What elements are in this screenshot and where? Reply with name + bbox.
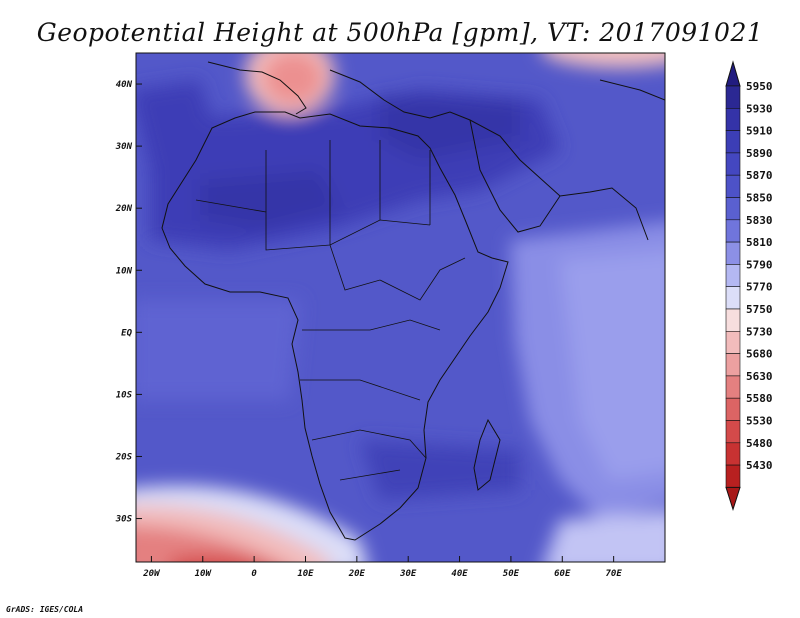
- lon-tick-label: 0: [251, 569, 257, 579]
- height-field: [136, 53, 665, 562]
- colorbar-swatch: [725, 308, 741, 332]
- borders: [195, 140, 466, 481]
- lon-tick-label: 20W: [142, 569, 161, 579]
- colorbar-label: 5890: [746, 147, 773, 160]
- colorbar-swatch: [725, 85, 741, 109]
- colorbar-swatch: [725, 130, 741, 154]
- colorbar-swatch: [725, 219, 741, 243]
- colorbar-label: 5730: [746, 325, 773, 338]
- lat-tick-label: 20S: [115, 452, 133, 462]
- colorbar-label: 5770: [746, 281, 773, 294]
- colorbar-label: 5850: [746, 192, 773, 205]
- colorbar-label: 5790: [746, 258, 773, 271]
- colorbar-swatch: [725, 353, 741, 377]
- colorbar-label: 5480: [746, 437, 773, 450]
- colorbar-label: 5810: [746, 236, 773, 249]
- latitude-axis: 40N 30N 20N 10N EQ 10S 20S 30S: [115, 80, 142, 525]
- colorbar-top-arrow: [725, 60, 741, 87]
- colorbar-swatch: [725, 152, 741, 176]
- colorbar-swatch: [725, 108, 741, 131]
- credit-label: GrADS: IGES/COLA: [6, 605, 84, 614]
- lon-tick-label: 70E: [606, 569, 623, 579]
- colorbar: 5950 5930 5910 5890 5870 5850 5830 5810 5790 5770…: [725, 60, 773, 512]
- colorbar-swatch: [725, 197, 741, 221]
- colorbar-label: 5630: [746, 370, 773, 383]
- lon-tick-label: 50E: [503, 569, 520, 579]
- colorbar-label: 5930: [746, 102, 773, 115]
- lon-tick-label: 10E: [297, 569, 314, 579]
- lat-tick-label: EQ: [121, 328, 132, 338]
- colorbar-swatch: [725, 397, 741, 421]
- colorbar-label: 5530: [746, 415, 773, 428]
- lon-tick-label: 10W: [195, 569, 213, 579]
- colorbar-label: 5830: [746, 214, 773, 227]
- colorbar-bottom-arrow: [725, 486, 741, 512]
- colorbar-swatch: [725, 286, 741, 310]
- colorbar-swatch: [725, 420, 741, 444]
- plot-frame: [135, 52, 666, 563]
- map-title: Geopotential Height at 500hPa [gpm], VT:…: [36, 18, 764, 47]
- colorbar-label: 5870: [746, 169, 773, 182]
- lon-tick-label: 30E: [399, 569, 417, 579]
- longitude-axis: 20W 10W 0 10E 20E 30E 40E 50E 60E 70E: [142, 556, 622, 579]
- colorbar-label: 5950: [746, 80, 773, 93]
- lat-tick-label: 20N: [115, 204, 133, 214]
- colorbar-swatch: [725, 241, 741, 265]
- lat-tick-label: 30N: [115, 142, 133, 152]
- coastlines: [161, 61, 665, 541]
- colorbar-label: 5430: [746, 459, 773, 472]
- lat-tick-label: 30S: [115, 515, 133, 525]
- colorbar-swatch: [725, 174, 741, 198]
- colorbar-label: 5580: [746, 392, 773, 405]
- lon-tick-label: 20E: [348, 569, 366, 579]
- colorbar-swatch: [725, 375, 741, 399]
- colorbar-swatch: [725, 264, 741, 287]
- lat-tick-label: 40N: [116, 80, 133, 90]
- colorbar-swatch: [725, 442, 741, 466]
- colorbar-label: 5910: [746, 125, 773, 138]
- lon-tick-label: 40E: [451, 569, 468, 579]
- lat-tick-label: 10N: [116, 266, 133, 276]
- colorbar-label: 5680: [746, 348, 773, 361]
- lat-tick-label: 10S: [116, 390, 133, 400]
- colorbar-swatch: [725, 464, 741, 488]
- lon-tick-label: 60E: [554, 569, 571, 579]
- colorbar-label: 5750: [746, 303, 773, 316]
- colorbar-swatch: [725, 330, 741, 354]
